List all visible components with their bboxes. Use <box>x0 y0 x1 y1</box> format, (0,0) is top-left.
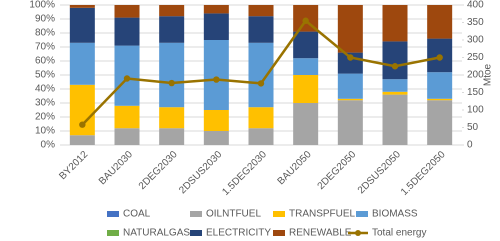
bar-segment <box>248 16 274 43</box>
bar-segment <box>248 5 274 17</box>
line-marker <box>302 17 309 24</box>
bar-segment <box>248 107 274 129</box>
x-tick-label: BY2012 <box>57 149 90 182</box>
x-tick-label: 1.5DEG2030 <box>220 149 269 198</box>
bar-segment <box>203 40 229 110</box>
bar-segment <box>203 110 229 131</box>
legend-marker <box>355 230 361 236</box>
legend-label: TRANSPFUEL <box>289 209 356 220</box>
legend-label: BIOMASS <box>372 209 418 220</box>
bar-segment <box>427 100 453 145</box>
bar-segment <box>337 100 363 145</box>
line-marker <box>123 75 131 82</box>
legend-label: ELECTRICITY <box>206 228 271 239</box>
line-marker <box>79 121 86 128</box>
bar-segment <box>337 98 363 101</box>
y-tick-label: 80% <box>35 28 55 39</box>
legend-label: OILNTFUEL <box>206 209 261 220</box>
line-marker <box>213 76 220 83</box>
x-tick-label: 2DEG2050 <box>316 149 359 192</box>
legend-label: RENEWABLE <box>289 228 352 239</box>
legend-swatch <box>273 211 285 217</box>
bar-segment <box>382 91 408 95</box>
y2-tick-label: 350 <box>467 17 484 28</box>
legend-swatch <box>190 211 202 217</box>
y-tick-label: 100% <box>29 0 55 11</box>
bar-segment <box>382 94 408 145</box>
bar-segment <box>159 42 185 108</box>
bar-segment <box>114 128 140 145</box>
y2-tick-label: 400 <box>467 0 484 11</box>
y-tick-label: 0% <box>41 140 56 151</box>
y2-tick-label: 0 <box>467 140 473 151</box>
x-tick-label: 2DSUS2030 <box>177 149 224 196</box>
y2-tick-label: 150 <box>467 87 484 98</box>
y2-tick-label: 300 <box>467 35 484 46</box>
bar-segment <box>293 58 319 75</box>
x-tick-label: 1.5DEG2050 <box>399 149 448 198</box>
y2-tick-label: 50 <box>467 122 479 133</box>
bar-segment <box>427 98 453 101</box>
legend-label: NATURALGAS <box>123 228 190 239</box>
bar-segment <box>69 42 95 85</box>
legend-label: Total energy <box>372 228 426 239</box>
line-marker <box>168 79 175 87</box>
bar-segment <box>382 41 408 80</box>
bar-segment <box>248 128 274 145</box>
bar-segment <box>337 73 363 99</box>
line-marker <box>257 80 265 87</box>
x-tick-label: 2DSUS2050 <box>356 149 403 196</box>
y2-tick-label: 100 <box>467 105 484 116</box>
y-tick-label: 60% <box>35 56 55 67</box>
bar-segment <box>114 17 140 46</box>
bar-segment <box>69 135 95 145</box>
bar-segment <box>382 5 408 42</box>
y2-tick-label: 250 <box>467 52 484 63</box>
bar-segment <box>159 5 185 17</box>
bar-segment <box>69 7 95 43</box>
legend-swatch <box>107 230 119 236</box>
legend-swatch <box>273 230 285 236</box>
line-marker <box>436 54 443 61</box>
x-tick-label: BAU2050 <box>276 149 314 187</box>
y-tick-label: 30% <box>35 98 55 109</box>
bar-segment <box>427 72 453 99</box>
bar-segment <box>203 5 229 14</box>
bar-segment <box>159 107 185 129</box>
bar-segment <box>114 105 140 129</box>
bar-segment <box>69 5 95 8</box>
bar-segment <box>293 31 319 59</box>
x-tick-label: BAU2030 <box>97 149 135 187</box>
bar-segment <box>203 13 229 40</box>
bar-segment <box>382 79 408 92</box>
bar-segment <box>293 103 319 145</box>
x-tick-label: 2DEG2030 <box>137 149 180 192</box>
bar-segment <box>427 5 453 39</box>
bar-segment <box>337 5 363 53</box>
y-tick-label: 70% <box>35 42 55 53</box>
y-tick-label: 90% <box>35 14 55 25</box>
legend-label: COAL <box>123 209 151 220</box>
bar-segment <box>203 131 229 145</box>
bar-segment <box>248 42 274 108</box>
line-marker <box>391 63 399 70</box>
y-tick-label: 20% <box>35 112 55 123</box>
y-tick-label: 10% <box>35 126 55 137</box>
y2-axis-label: Mtoe <box>483 63 494 86</box>
bar-segment <box>159 16 185 43</box>
legend-swatch <box>107 211 119 217</box>
bar-segment <box>293 75 319 103</box>
bar-segment <box>114 5 140 18</box>
line-marker <box>347 54 354 61</box>
legend-swatch <box>190 230 202 236</box>
legend-swatch <box>356 211 368 217</box>
bar-segment <box>159 128 185 145</box>
y-tick-label: 50% <box>35 70 55 81</box>
y2-tick-label: 200 <box>467 70 484 81</box>
y-tick-label: 40% <box>35 84 55 95</box>
